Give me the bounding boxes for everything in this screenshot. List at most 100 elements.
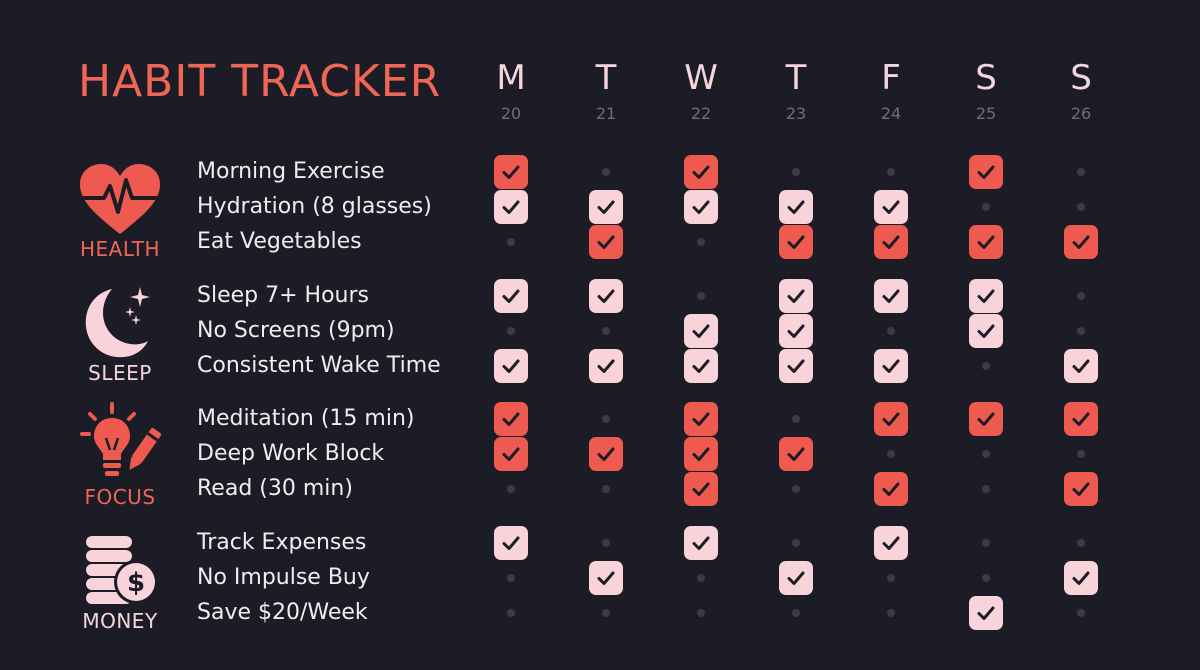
habit-checkbox-checked[interactable] [494, 402, 528, 436]
habit-checkbox-checked[interactable] [1064, 349, 1098, 383]
habit-checkbox-empty[interactable] [1064, 437, 1098, 471]
habit-checkbox-empty[interactable] [874, 155, 908, 189]
day-date: 26 [1070, 104, 1092, 123]
habit-checkbox-empty[interactable] [874, 596, 908, 630]
habit-checkbox-empty[interactable] [589, 314, 623, 348]
habit-checkbox-empty[interactable] [684, 596, 718, 630]
lightbulb-pencil-icon [72, 402, 168, 482]
habit-checkbox-checked[interactable] [684, 155, 718, 189]
habit-checkbox-checked[interactable] [684, 472, 718, 506]
habit-checkbox-empty[interactable] [969, 526, 1003, 560]
empty-dot [887, 574, 895, 582]
habit-checkbox-checked[interactable] [494, 279, 528, 313]
habit-checkbox-checked[interactable] [779, 561, 813, 595]
habit-checkbox-empty[interactable] [684, 225, 718, 259]
habit-checkbox-empty[interactable] [1064, 596, 1098, 630]
habit-checkbox-checked[interactable] [1064, 402, 1098, 436]
habit-checkbox-empty[interactable] [589, 526, 623, 560]
habit-checkbox-checked[interactable] [684, 437, 718, 471]
habit-checkbox-empty[interactable] [874, 314, 908, 348]
habit-checkbox-checked[interactable] [494, 155, 528, 189]
day-date: 25 [975, 104, 997, 123]
habit-checkbox-empty[interactable] [1064, 279, 1098, 313]
check-icon [494, 349, 528, 383]
habit-checkbox-empty[interactable] [969, 561, 1003, 595]
habit-checkbox-empty[interactable] [969, 437, 1003, 471]
habit-checkbox-empty[interactable] [779, 596, 813, 630]
day-letter: M [496, 58, 526, 98]
habit-checkbox-empty[interactable] [494, 314, 528, 348]
habit-checkbox-checked[interactable] [1064, 225, 1098, 259]
empty-dot [982, 362, 990, 370]
habit-checkbox-checked[interactable] [684, 402, 718, 436]
habit-checkbox-empty[interactable] [779, 155, 813, 189]
habit-checkbox-checked[interactable] [779, 190, 813, 224]
habit-checkbox-checked[interactable] [1064, 472, 1098, 506]
habit-checkbox-empty[interactable] [494, 472, 528, 506]
empty-dot [507, 327, 515, 335]
check-icon [969, 279, 1003, 313]
habit-checkbox-checked[interactable] [969, 314, 1003, 348]
habit-checkbox-empty[interactable] [589, 472, 623, 506]
habit-checkbox-checked[interactable] [494, 190, 528, 224]
habit-checkbox-checked[interactable] [779, 225, 813, 259]
habit-checkbox-checked[interactable] [969, 279, 1003, 313]
habit-checkbox-checked[interactable] [589, 190, 623, 224]
habit-checkbox-checked[interactable] [969, 225, 1003, 259]
habit-checkbox-empty[interactable] [1064, 190, 1098, 224]
habit-checkbox-checked[interactable] [969, 402, 1003, 436]
habit-checkbox-checked[interactable] [969, 155, 1003, 189]
habit-checkbox-empty[interactable] [684, 561, 718, 595]
habit-checkbox-empty[interactable] [494, 561, 528, 595]
habit-checkbox-empty[interactable] [779, 472, 813, 506]
habit-checkbox-checked[interactable] [969, 596, 1003, 630]
habit-checkbox-checked[interactable] [874, 349, 908, 383]
habit-checkbox-empty[interactable] [779, 402, 813, 436]
habit-checkbox-checked[interactable] [684, 526, 718, 560]
habit-checkbox-empty[interactable] [969, 190, 1003, 224]
habit-checkbox-checked[interactable] [494, 526, 528, 560]
habit-checkbox-empty[interactable] [494, 596, 528, 630]
habit-checkbox-empty[interactable] [969, 472, 1003, 506]
habit-checkbox-checked[interactable] [589, 349, 623, 383]
habit-checkbox-checked[interactable] [1064, 561, 1098, 595]
habit-checkbox-checked[interactable] [874, 526, 908, 560]
habit-checkbox-checked[interactable] [779, 437, 813, 471]
habit-checkbox-empty[interactable] [874, 561, 908, 595]
habit-checkbox-checked[interactable] [779, 349, 813, 383]
habit-checkbox-empty[interactable] [969, 349, 1003, 383]
habit-checkbox-checked[interactable] [874, 402, 908, 436]
habit-checkbox-empty[interactable] [494, 225, 528, 259]
habit-checkbox-checked[interactable] [589, 279, 623, 313]
check-icon [494, 526, 528, 560]
check-icon [779, 190, 813, 224]
habit-checkbox-empty[interactable] [1064, 526, 1098, 560]
habit-checkbox-checked[interactable] [684, 314, 718, 348]
habit-checkbox-empty[interactable] [779, 526, 813, 560]
habit-checkbox-checked[interactable] [874, 225, 908, 259]
habit-checkbox-checked[interactable] [684, 349, 718, 383]
habit-checkbox-checked[interactable] [779, 279, 813, 313]
check-icon [494, 190, 528, 224]
habit-checkbox-checked[interactable] [494, 349, 528, 383]
empty-dot [697, 238, 705, 246]
habit-checkbox-empty[interactable] [684, 279, 718, 313]
habit-checkbox-checked[interactable] [589, 437, 623, 471]
habit-name: Save $20/Week [197, 600, 368, 625]
habit-checkbox-checked[interactable] [494, 437, 528, 471]
habit-checkbox-checked[interactable] [874, 190, 908, 224]
habit-checkbox-checked[interactable] [779, 314, 813, 348]
habit-checkbox-empty[interactable] [589, 402, 623, 436]
habit-checkbox-empty[interactable] [589, 596, 623, 630]
habit-checkbox-checked[interactable] [874, 472, 908, 506]
habit-checkbox-checked[interactable] [874, 279, 908, 313]
habit-checkbox-empty[interactable] [589, 155, 623, 189]
habit-checkbox-empty[interactable] [1064, 155, 1098, 189]
habit-checkbox-checked[interactable] [589, 561, 623, 595]
habit-checkbox-checked[interactable] [684, 190, 718, 224]
habit-checkbox-empty[interactable] [874, 437, 908, 471]
habit-name: No Impulse Buy [197, 565, 370, 590]
habit-checkbox-checked[interactable] [589, 225, 623, 259]
habit-checkbox-empty[interactable] [1064, 314, 1098, 348]
check-icon [684, 314, 718, 348]
